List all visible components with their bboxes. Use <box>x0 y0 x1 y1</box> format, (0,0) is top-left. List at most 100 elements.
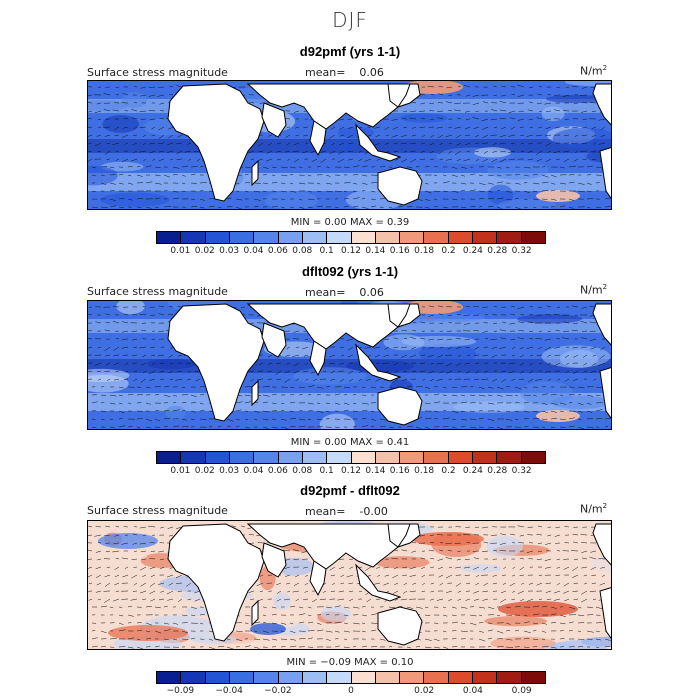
wind-vector <box>475 362 480 364</box>
wind-vector <box>307 402 314 405</box>
wind-vector <box>482 101 489 104</box>
wind-vector <box>532 198 539 201</box>
wind-vector <box>448 566 453 569</box>
landmass <box>261 102 287 138</box>
wind-vector <box>169 566 174 570</box>
wind-vector <box>289 605 296 608</box>
wind-vector <box>565 362 570 366</box>
wind-vector <box>322 590 327 593</box>
wind-vector <box>550 402 558 406</box>
wind-vector <box>484 370 489 373</box>
stress-patch <box>498 199 557 209</box>
wind-vector <box>421 582 426 586</box>
wind-vector <box>365 566 372 571</box>
wind-vector <box>469 205 476 208</box>
wind-vector <box>188 158 192 161</box>
wind-vector <box>499 542 507 545</box>
wind-vector <box>455 346 462 349</box>
wind-vector <box>392 378 399 384</box>
colorbar-swatch <box>278 232 303 243</box>
wind-vector <box>325 606 332 609</box>
wind-vector <box>95 590 102 593</box>
colorbar-tick-label: 0.01 <box>170 466 191 476</box>
wind-vector <box>158 313 165 316</box>
wind-vector <box>127 174 132 177</box>
landmass <box>309 120 327 157</box>
wind-vector <box>455 134 462 139</box>
colorbar-tick-label: 0.12 <box>340 466 362 476</box>
wind-vector <box>565 370 570 374</box>
wind-vector <box>304 574 309 577</box>
wind-vector <box>438 150 444 155</box>
wind-vector <box>536 150 543 155</box>
wind-vector <box>572 566 579 572</box>
wind-vector <box>483 541 489 544</box>
wind-vector <box>136 174 143 177</box>
wind-vector <box>280 426 288 429</box>
wind-vector <box>532 190 538 192</box>
wind-vector <box>517 337 525 340</box>
wind-vector <box>352 646 357 648</box>
wind-vector <box>133 346 138 348</box>
wind-vector <box>167 142 174 146</box>
wind-vector <box>208 410 213 412</box>
wind-vector <box>329 354 336 358</box>
wind-vector <box>105 550 111 553</box>
wind-vector <box>428 338 435 341</box>
wind-vector <box>582 158 588 161</box>
wind-vector <box>500 337 507 340</box>
wind-vector <box>338 118 345 121</box>
wind-vector <box>514 606 521 608</box>
wind-vector <box>330 126 336 130</box>
wind-vector <box>499 598 507 603</box>
wind-vector <box>118 182 124 185</box>
wind-vector <box>541 622 548 625</box>
landmass <box>355 563 402 602</box>
wind-vector <box>293 549 300 552</box>
wind-vector <box>491 354 498 358</box>
wind-vector <box>465 526 471 528</box>
wind-vector <box>460 189 465 192</box>
wind-vector <box>262 622 266 624</box>
wind-vector <box>145 206 152 209</box>
wind-vector <box>266 150 273 154</box>
wind-vector <box>136 646 144 649</box>
wind-vector <box>433 410 439 413</box>
wind-vector <box>457 370 462 373</box>
wind-vector <box>528 142 534 145</box>
wind-vector <box>581 142 588 144</box>
wind-vector <box>460 410 466 413</box>
wind-vector <box>433 386 438 388</box>
landmass <box>592 303 611 346</box>
wind-vector <box>142 598 147 600</box>
wind-vector <box>439 142 444 145</box>
wind-vector <box>446 86 453 89</box>
wind-vector <box>121 542 129 545</box>
wind-vector <box>562 94 570 98</box>
wind-vector <box>475 110 480 112</box>
wind-vector <box>181 174 186 177</box>
wind-vector <box>159 566 165 570</box>
wind-vector <box>370 418 376 421</box>
wind-vector <box>361 165 368 168</box>
wind-vector <box>154 197 160 200</box>
wind-vector <box>572 370 579 375</box>
panel-3-units-base: N/m <box>580 502 603 516</box>
wind-vector <box>501 86 507 88</box>
wind-vector <box>455 582 462 587</box>
wind-vector <box>187 370 192 373</box>
wind-vector <box>388 206 393 209</box>
wind-vector <box>163 629 171 632</box>
wind-vector <box>175 142 183 145</box>
wind-vector <box>406 385 412 388</box>
wind-vector <box>442 425 449 428</box>
wind-vector <box>474 134 480 138</box>
wind-vector <box>289 622 294 625</box>
wind-vector <box>510 533 516 536</box>
colorbar-tick-label: −0.09 <box>166 686 195 696</box>
wind-vector <box>555 329 561 332</box>
wind-vector <box>194 590 201 594</box>
wind-vector <box>563 566 570 570</box>
wind-vector <box>523 646 530 648</box>
wind-vector <box>430 118 435 120</box>
